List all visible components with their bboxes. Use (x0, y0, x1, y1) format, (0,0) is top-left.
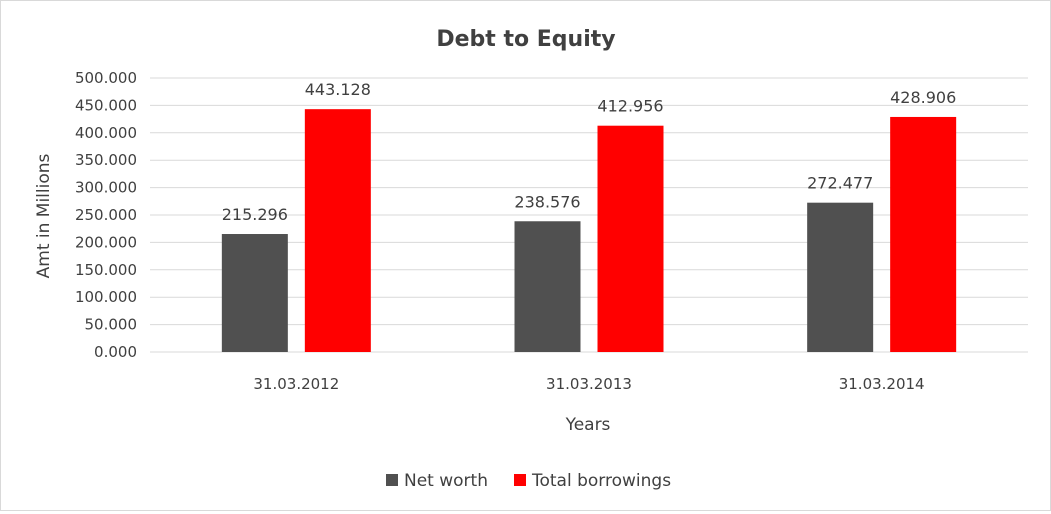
chart-title: Debt to Equity (436, 27, 615, 52)
legend-label: Total borrowings (531, 471, 671, 491)
data-label: 238.576 (514, 192, 580, 211)
y-tick-label: 100.000 (75, 288, 137, 306)
gridlines (150, 77, 1028, 353)
bar-total-borrowings (890, 116, 957, 353)
x-tick-label: 31.03.2014 (839, 375, 925, 393)
y-axis-ticks: 0.000 50.000 100.000 150.000 200.000 250.000 3… (75, 69, 137, 361)
data-label: 443.128 (305, 80, 371, 99)
y-tick-label: 250.000 (75, 206, 137, 224)
y-axis-title: Amt in Millions (34, 153, 54, 278)
x-tick-label: 31.03.2013 (546, 375, 632, 393)
x-axis-title: Years (565, 415, 611, 435)
data-label: 272.477 (807, 174, 873, 193)
legend-label: Net worth (404, 471, 488, 491)
data-label: 412.956 (597, 97, 663, 116)
data-label: 215.296 (222, 205, 288, 224)
x-axis-ticks: 31.03.2012 31.03.2013 31.03.2014 (253, 375, 924, 393)
legend-swatch (514, 474, 526, 486)
y-tick-label: 150.000 (75, 261, 137, 279)
y-tick-label: 200.000 (75, 233, 137, 251)
y-tick-label: 500.000 (75, 69, 137, 87)
bar-net-worth (807, 202, 874, 352)
bar-total-borrowings (304, 109, 371, 352)
bars (221, 109, 957, 353)
data-label: 428.906 (890, 88, 956, 107)
legend: Net worth Total borrowings (386, 471, 671, 491)
y-tick-label: 450.000 (75, 96, 137, 114)
data-labels: 215.296 443.128 238.576 412.956 272.477 428.9… (222, 80, 957, 224)
y-tick-label: 400.000 (75, 124, 137, 142)
y-tick-label: 300.000 (75, 179, 137, 197)
bar-net-worth (221, 234, 288, 352)
y-tick-label: 350.000 (75, 151, 137, 169)
legend-swatch (386, 474, 398, 486)
x-tick-label: 31.03.2012 (253, 375, 339, 393)
bar-net-worth (514, 221, 581, 352)
bar-total-borrowings (597, 125, 664, 353)
y-tick-label: 50.000 (85, 316, 138, 334)
y-tick-label: 0.000 (94, 343, 137, 361)
